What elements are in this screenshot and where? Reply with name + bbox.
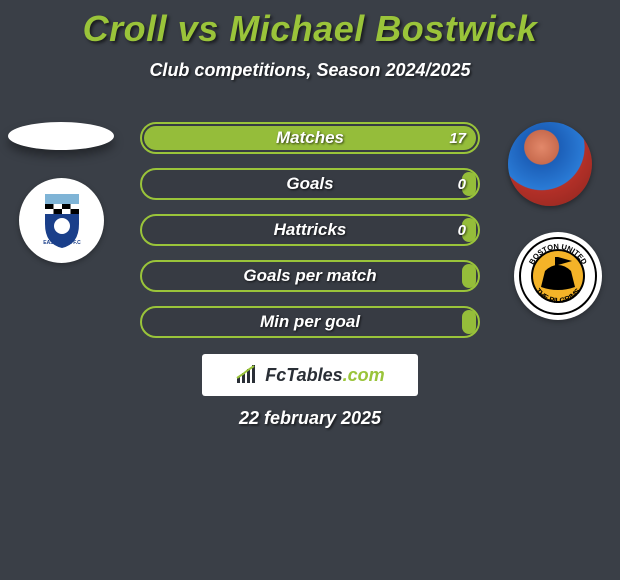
stat-bar-fill xyxy=(144,126,476,150)
svg-text:EASTLEIGH F.C: EASTLEIGH F.C xyxy=(43,240,81,246)
stat-bar-right-value: 0 xyxy=(458,216,466,244)
stat-bar-label: Goals xyxy=(142,170,478,198)
comparison-date: 22 february 2025 xyxy=(0,408,620,429)
right-club-crest: BOSTON UNITED THE PILGRIMS xyxy=(514,232,602,320)
stats-comparison: Matches17Goals0Hattricks0Goals per match… xyxy=(140,122,480,352)
stat-bar-fill xyxy=(462,310,476,334)
stat-bar-label: Goals per match xyxy=(142,262,478,290)
boston-united-crest-icon: BOSTON UNITED THE PILGRIMS xyxy=(519,237,597,315)
page-subtitle: Club competitions, Season 2024/2025 xyxy=(0,60,620,81)
left-club-crest: EASTLEIGH F.C xyxy=(19,178,104,263)
stat-bar: Min per goal xyxy=(140,306,480,338)
stat-bar-right-value: 0 xyxy=(458,170,466,198)
left-player-placeholder xyxy=(8,122,114,150)
stat-bar: Matches17 xyxy=(140,122,480,154)
brand-name: FcTables xyxy=(265,365,342,386)
brand-watermark: FcTables.com xyxy=(202,354,418,396)
stat-bar-label: Hattricks xyxy=(142,216,478,244)
right-player-photo xyxy=(508,122,592,206)
stat-bar: Goals0 xyxy=(140,168,480,200)
stat-bar-right-value: 17 xyxy=(449,124,466,152)
stat-bar: Hattricks0 xyxy=(140,214,480,246)
bar-chart-icon xyxy=(235,365,259,385)
stat-bar: Goals per match xyxy=(140,260,480,292)
eastleigh-crest-icon: EASTLEIGH F.C xyxy=(31,190,93,252)
page-title: Croll vs Michael Bostwick xyxy=(0,0,620,50)
stat-bar-fill xyxy=(462,264,476,288)
stat-bar-label: Min per goal xyxy=(142,308,478,336)
brand-ext: .com xyxy=(343,365,385,386)
